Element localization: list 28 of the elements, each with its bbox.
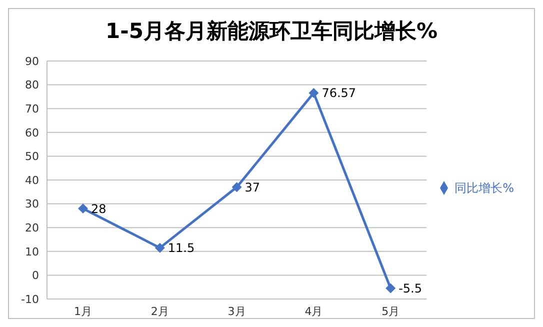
- chart-title: 1-5月各月新能源环卫车同比增长%: [104, 18, 438, 45]
- x-tick-label: 1月: [74, 304, 92, 318]
- point: [78, 204, 88, 214]
- y-tick-label: -10: [21, 292, 39, 306]
- data-label: -5.5: [398, 282, 422, 296]
- y-tick-label: 70: [25, 102, 39, 116]
- x-tick-label: 2月: [150, 304, 169, 318]
- point: [154, 242, 165, 253]
- point: [308, 88, 319, 98]
- x-tick-label: 3月: [228, 304, 246, 318]
- y-tick-label: 0: [32, 269, 39, 282]
- x-tick-label: 5月: [382, 304, 400, 318]
- data-label: 37: [244, 180, 260, 194]
- y-tick-label: 90: [25, 54, 39, 68]
- data-label: 76.57: [322, 86, 356, 100]
- y-tick-label: 60: [25, 126, 39, 140]
- data-label: 28: [91, 202, 106, 216]
- y-tick-label: 40: [25, 174, 39, 187]
- y-tick-label: 50: [25, 150, 39, 164]
- x-tick-label: 4月: [304, 304, 323, 318]
- point: [232, 182, 242, 192]
- legend-label: 同比增长%: [454, 180, 514, 194]
- point: [386, 283, 396, 294]
- data-label: 11.5: [168, 241, 195, 256]
- y-tick-label: 80: [25, 78, 39, 92]
- y-tick-label: 20: [25, 222, 39, 235]
- y-tick-label: 10: [25, 245, 39, 258]
- y-tick-label: 30: [25, 198, 39, 211]
